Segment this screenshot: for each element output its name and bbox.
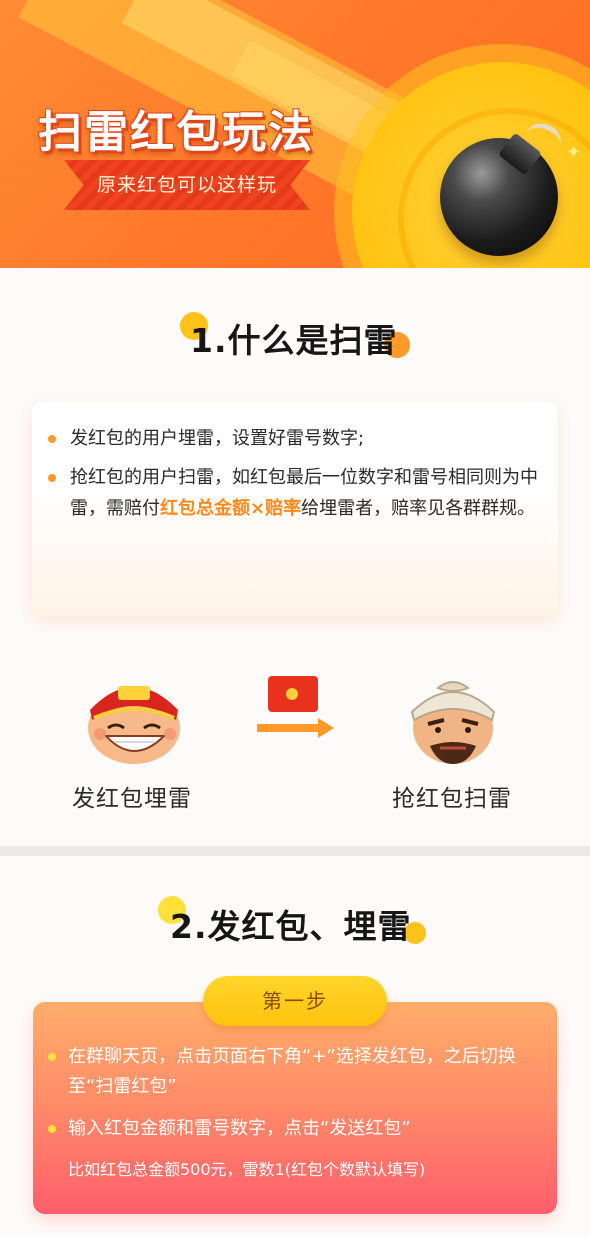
list-item-text-part: 抢红包的用户扫雷，如红包最后一位数字和雷号相同则为中雷，需赔付	[70, 467, 538, 519]
page-title: 扫雷红包玩法	[38, 107, 314, 158]
list-item-text: 抢红包的用户扫雷，如红包最后一位数字和雷号相同则为中雷，需赔付红包总金额×赔率给…	[70, 462, 548, 524]
step-badge	[203, 976, 387, 1026]
farmer-avatar-icon	[398, 668, 508, 768]
list-item: 在群聊天页，点击页面右下角“+”选择发红包，之后切换至“扫雷红包”	[48, 1042, 544, 1102]
envelope-seal	[286, 688, 298, 700]
section-divider	[0, 846, 590, 856]
list-item-text: 在群聊天页，点击页面右下角“+”选择发红包，之后切换至“扫雷红包”	[68, 1046, 516, 1097]
list-item-text: 发红包的用户埋雷，设置好雷号数字;	[70, 428, 365, 449]
bullet-dot	[48, 1125, 56, 1133]
list-item: 抢红包的用户扫雷，如红包最后一位数字和雷号相同则为中雷，需赔付红包总金额×赔率给…	[48, 462, 548, 555]
title-decoration-dot	[404, 922, 426, 944]
example-text: 比如红包总金额500元，雷数1(红包个数默认填写)	[68, 1160, 426, 1179]
bullet-dot	[48, 1053, 56, 1061]
page-subtitle: 原来红包可以这样玩	[96, 174, 277, 196]
list-item-text: 输入红包金额和雷号数字，点击“发送红包”	[68, 1118, 411, 1139]
right-character-label: 抢红包扫雷	[392, 786, 512, 812]
arrow-right-head	[318, 718, 334, 738]
title-decoration-dot	[384, 332, 410, 358]
arrow-right-icon	[257, 724, 319, 732]
fortune-god-avatar-icon	[80, 670, 188, 766]
list-item: 输入红包金额和雷号数字，点击“发送红包”	[48, 1114, 544, 1144]
bullet-dot	[48, 474, 56, 482]
list-item: 发红包的用户埋雷，设置好雷号数字;	[48, 423, 548, 454]
left-character-label: 发红包埋雷	[72, 786, 192, 812]
section-title: 1.什么是扫雷	[190, 321, 398, 360]
subtitle-ribbon	[64, 160, 310, 210]
highlight-text: 红包总金额×赔率	[160, 498, 302, 519]
bullet-dot	[48, 435, 56, 443]
step-card	[33, 1002, 557, 1214]
section-title: 2.发红包、埋雷	[170, 907, 412, 946]
rules-card	[32, 402, 558, 616]
spark-icon: ✦	[566, 142, 582, 163]
list-item-text-part: 给埋雷者，赔率见各群群规。	[301, 498, 536, 519]
step-label: 第一步	[262, 989, 328, 1013]
title-decoration-dot	[158, 896, 186, 924]
title-decoration-dot	[180, 312, 208, 340]
